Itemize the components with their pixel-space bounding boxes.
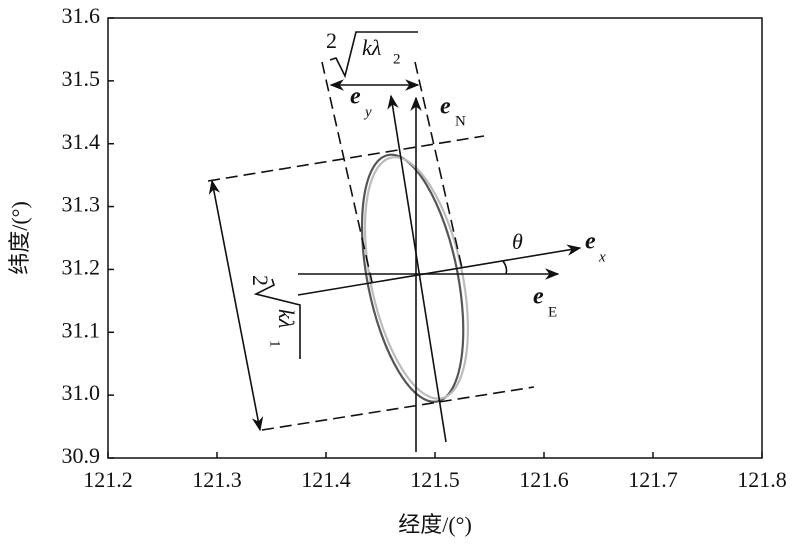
axis-arrow [387, 94, 447, 443]
subscript: N [455, 113, 466, 129]
angle-label: θ [512, 229, 523, 254]
vector-label: e [440, 94, 451, 120]
dim1-label: 2 kλ 1 [248, 275, 301, 359]
vector-label: e [350, 84, 361, 110]
vector-label: e [585, 229, 596, 255]
sqrt-sign [253, 278, 301, 359]
subscript: 2 [393, 51, 401, 67]
x-tick-label: 121.3 [192, 467, 242, 492]
y-tick-label: 30.9 [62, 443, 101, 468]
dash-line [414, 61, 463, 269]
dash-line [207, 135, 485, 182]
axis-arrow [297, 244, 582, 296]
dash-line [261, 386, 535, 431]
sqrt-sign [329, 31, 418, 79]
y-axis-label: 纬度/(°) [7, 201, 32, 275]
angle-arc [502, 260, 508, 275]
subscript: 1 [267, 340, 283, 348]
y-tick-label: 31.6 [62, 3, 101, 28]
x-tick-label: 121.2 [83, 467, 133, 492]
y-tick-label: 31.1 [62, 317, 101, 342]
radicand: kλ [362, 35, 381, 60]
x-tick-label: 121.6 [519, 467, 569, 492]
plot-layer: 121.2 121.3 121.4 121.5 121.6 121.7 121.8 30.9 3… [62, 3, 787, 492]
x-tick-label: 121.5 [410, 467, 460, 492]
dimension-arrow [208, 179, 264, 432]
radicand: kλ [274, 309, 299, 328]
coef: 2 [326, 28, 337, 53]
y-tick-label: 31.3 [62, 192, 101, 217]
subscript: E [548, 304, 557, 320]
plot-frame [107, 17, 763, 459]
x-tick-label: 121.7 [628, 467, 678, 492]
decorations [207, 31, 582, 452]
dash-line [321, 61, 373, 283]
subscript: x [598, 249, 606, 265]
x-axis-label: 经度/(°) [398, 512, 472, 537]
y-tick-label: 31.5 [62, 66, 101, 91]
error-ellipse [360, 153, 465, 403]
x-tick-label: 121.8 [737, 467, 787, 492]
coef: 2 [248, 275, 273, 286]
subscript: y [363, 104, 372, 120]
y-tick-label: 31.4 [62, 129, 101, 154]
y-tick-label: 31.0 [62, 380, 101, 405]
x-tick-label: 121.4 [301, 467, 351, 492]
y-tick-label: 31.2 [62, 254, 101, 279]
vector-label: e [533, 284, 544, 310]
